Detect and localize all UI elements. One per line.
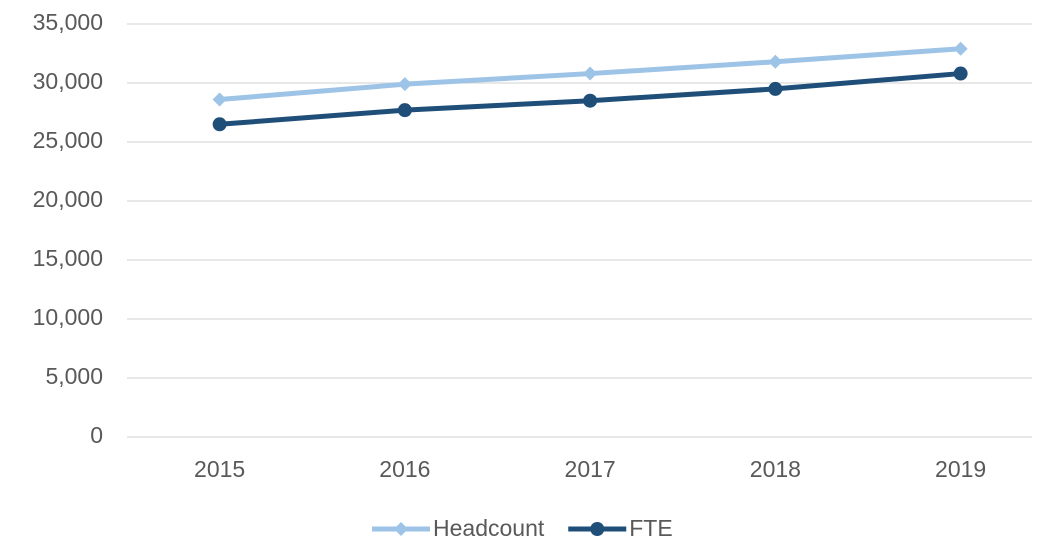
y-tick-label: 0 [90,422,103,448]
legend-marker [394,522,408,536]
data-point [212,117,227,132]
data-point [768,81,783,96]
data-point [583,66,598,81]
data-point [768,54,783,69]
x-tick-label: 2016 [379,456,430,482]
data-point [397,103,412,118]
legend-label: FTE [629,515,672,541]
data-point [583,93,598,108]
x-tick-label: 2015 [194,456,245,482]
legend-marker [590,522,605,536]
data-point [953,66,968,81]
legend-label: Headcount [433,515,545,541]
y-tick-label: 10,000 [33,304,103,330]
x-tick-label: 2019 [935,456,986,482]
data-point [397,77,412,92]
y-tick-label: 15,000 [33,245,103,271]
x-tick-label: 2017 [565,456,616,482]
data-point [212,92,227,107]
data-point [953,41,968,56]
y-tick-label: 5,000 [45,363,103,389]
y-tick-label: 25,000 [33,127,103,153]
y-tick-label: 35,000 [33,9,103,35]
y-tick-label: 20,000 [33,186,103,212]
y-tick-label: 30,000 [33,68,103,94]
x-tick-label: 2018 [750,456,801,482]
